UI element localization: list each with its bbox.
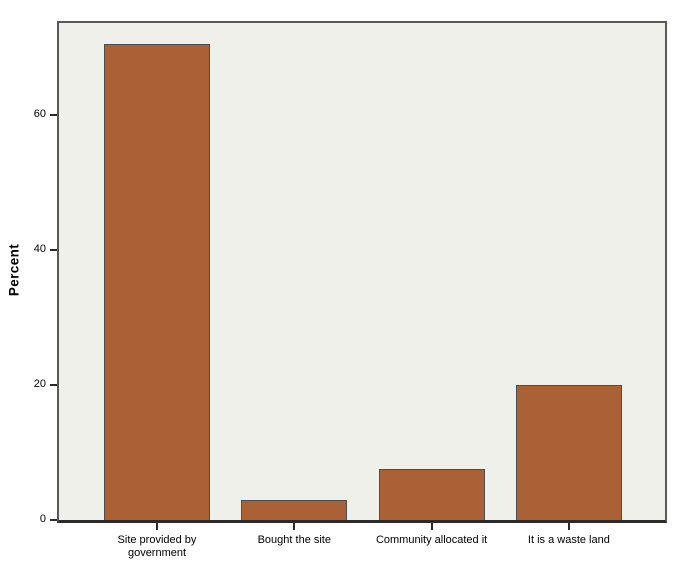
bar <box>104 44 210 520</box>
y-tick-mark <box>50 519 57 521</box>
x-tick-mark <box>567 523 570 530</box>
bar <box>378 469 485 520</box>
y-tick-label: 20 <box>33 378 46 390</box>
x-tick-mark <box>156 523 158 530</box>
y-tick-label: 40 <box>33 243 46 255</box>
y-tick-mark <box>50 114 57 116</box>
x-tick-label: Site provided by government <box>117 534 197 559</box>
x-tick-mark <box>293 523 296 530</box>
bar <box>515 385 622 520</box>
y-tick-label: 60 <box>33 108 46 120</box>
x-tick-label: It is a waste land <box>527 534 610 546</box>
bar <box>241 499 348 520</box>
x-tick-label: Community allocated it <box>375 534 488 546</box>
y-tick-mark <box>50 249 57 251</box>
x-tick-mark <box>430 523 433 530</box>
plot-area <box>57 21 667 523</box>
y-tick-label: 0 <box>39 513 46 525</box>
y-tick-mark <box>50 384 57 386</box>
x-tick-label: Bought the site <box>257 534 331 546</box>
